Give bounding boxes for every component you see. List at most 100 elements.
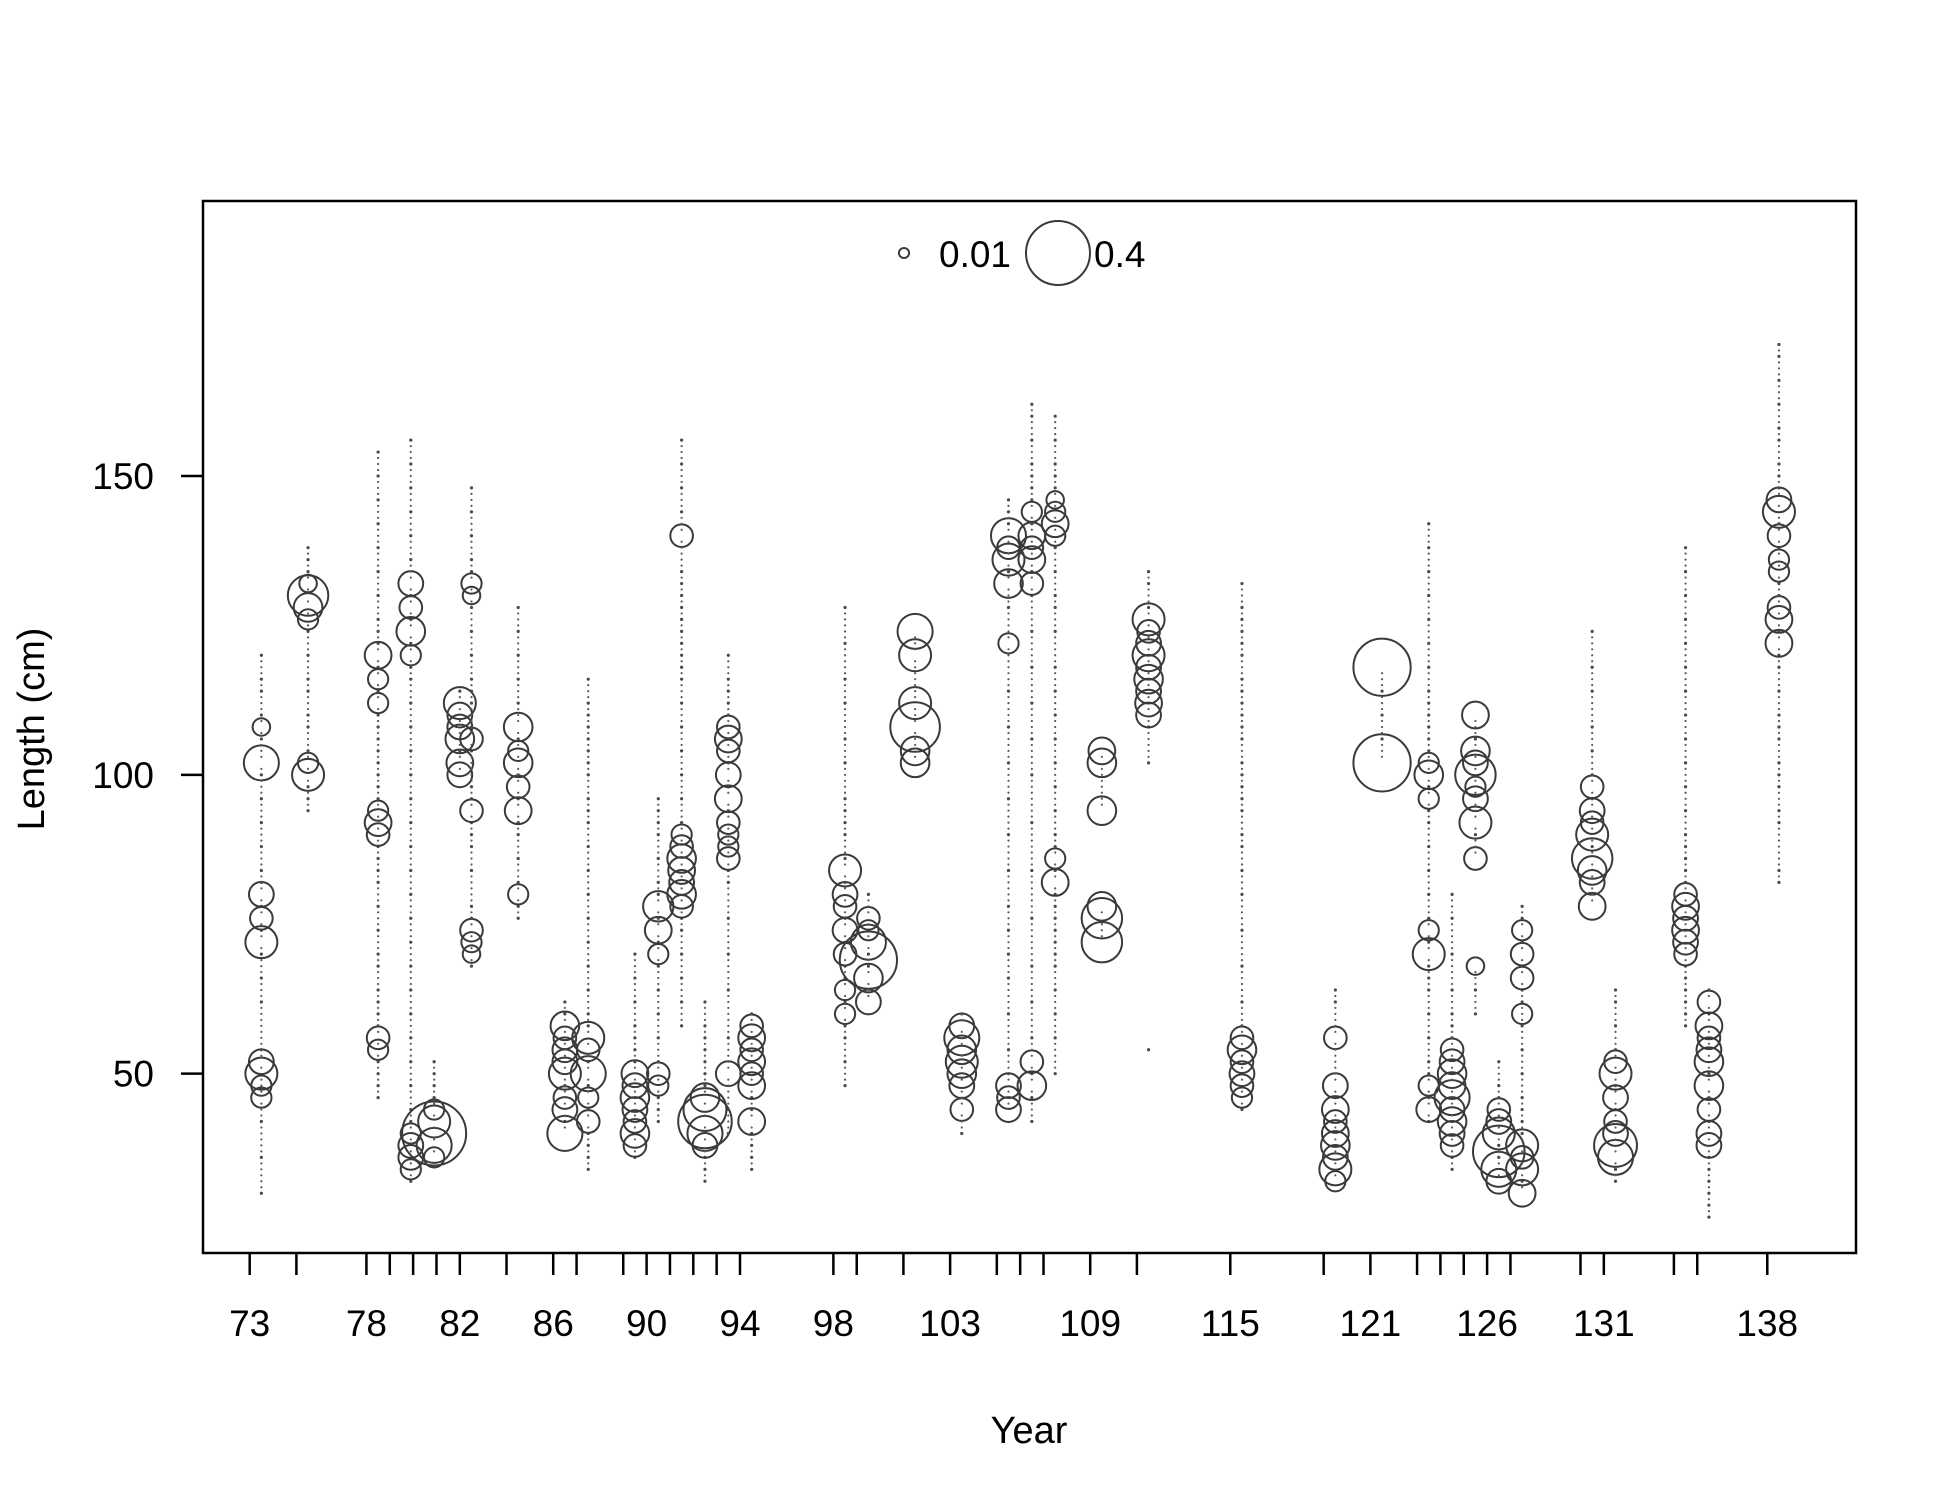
data-point — [727, 935, 730, 938]
data-point — [552, 1025, 578, 1051]
data-point — [586, 821, 590, 825]
data-point — [409, 624, 412, 627]
data-point — [993, 568, 1024, 599]
data-point — [1054, 558, 1057, 561]
data-point — [1240, 953, 1244, 956]
data-point — [960, 1114, 963, 1117]
data-point — [377, 510, 380, 513]
data-point — [1030, 959, 1033, 962]
data-point — [1100, 767, 1103, 770]
data-point — [1006, 689, 1011, 693]
data-point — [1054, 970, 1057, 974]
x-tick-label: 82 — [439, 1303, 480, 1344]
data-point — [1684, 678, 1687, 681]
data-point — [1684, 982, 1687, 986]
data-point — [366, 799, 390, 822]
data-point — [1450, 1126, 1454, 1129]
data-point — [843, 725, 847, 729]
data-point — [1240, 970, 1244, 974]
data-point — [1007, 1066, 1010, 1069]
data-point — [409, 953, 412, 956]
data-point — [633, 959, 637, 962]
data-point — [1007, 504, 1010, 507]
data-point — [1030, 564, 1033, 567]
data-point — [946, 1034, 978, 1066]
data-point — [586, 725, 590, 729]
data-point — [1334, 1072, 1337, 1075]
data-point — [657, 1048, 660, 1051]
data-point — [376, 546, 380, 550]
data-point — [1135, 629, 1162, 657]
data-point — [1509, 965, 1535, 991]
data-point — [1767, 548, 1791, 571]
x-tick-label: 90 — [626, 1303, 667, 1344]
data-point — [517, 887, 520, 890]
data-point — [703, 1090, 707, 1093]
data-point — [1591, 767, 1594, 770]
data-point — [1240, 767, 1244, 770]
data-point — [1427, 839, 1430, 842]
data-point — [1321, 1072, 1349, 1100]
data-point — [1030, 761, 1033, 764]
data-point — [517, 707, 520, 711]
data-point — [377, 899, 380, 902]
data-point — [377, 648, 380, 651]
data-point — [1030, 719, 1033, 723]
data-point — [1614, 1078, 1617, 1081]
data-point — [1707, 1150, 1711, 1153]
data-point — [260, 863, 263, 866]
data-point — [1007, 1054, 1010, 1057]
data-point — [1054, 911, 1057, 914]
data-point — [656, 832, 660, 837]
x-tick-label: 103 — [919, 1303, 981, 1344]
data-point — [587, 851, 590, 854]
data-point — [1707, 1006, 1711, 1010]
data-point — [898, 686, 933, 721]
data-point — [1450, 952, 1454, 956]
data-point — [1427, 1090, 1430, 1093]
data-point — [1777, 821, 1781, 825]
data-point — [680, 988, 683, 992]
data-point — [1240, 976, 1244, 980]
data-point — [1054, 504, 1057, 507]
data-point — [586, 964, 590, 968]
data-point — [260, 1024, 263, 1027]
x-tick-label: 73 — [229, 1303, 270, 1344]
data-point — [1007, 600, 1010, 603]
data-point — [703, 1036, 707, 1040]
data-point — [645, 1061, 671, 1086]
data-point — [714, 1060, 742, 1088]
data-point — [717, 835, 740, 858]
data-point — [1007, 994, 1010, 998]
data-point — [251, 717, 272, 737]
data-point — [1086, 747, 1118, 779]
data-point — [377, 582, 380, 585]
data-point — [670, 823, 693, 846]
data-point — [843, 684, 847, 687]
data-point — [470, 899, 473, 902]
data-point — [1427, 988, 1431, 992]
data-point — [1054, 444, 1057, 448]
data-point — [409, 558, 413, 562]
data-point — [680, 696, 683, 699]
data-point — [1427, 654, 1430, 657]
data-point — [1006, 498, 1011, 502]
data-point — [843, 677, 847, 681]
data-point — [1450, 929, 1454, 932]
data-point — [727, 1126, 730, 1129]
data-point — [1019, 571, 1045, 596]
data-point — [409, 665, 413, 669]
data-point — [1613, 1167, 1618, 1171]
data-point — [1427, 970, 1430, 974]
data-point — [1054, 707, 1057, 711]
data-point — [1380, 678, 1384, 681]
legend-marker-large — [1025, 220, 1091, 286]
data-point — [260, 1162, 263, 1165]
data-point — [1334, 1162, 1337, 1165]
data-point — [376, 713, 380, 717]
data-point — [260, 1012, 263, 1016]
data-point — [409, 857, 412, 860]
data-point — [1591, 731, 1594, 735]
data-point — [1240, 773, 1244, 777]
data-point — [470, 672, 473, 675]
